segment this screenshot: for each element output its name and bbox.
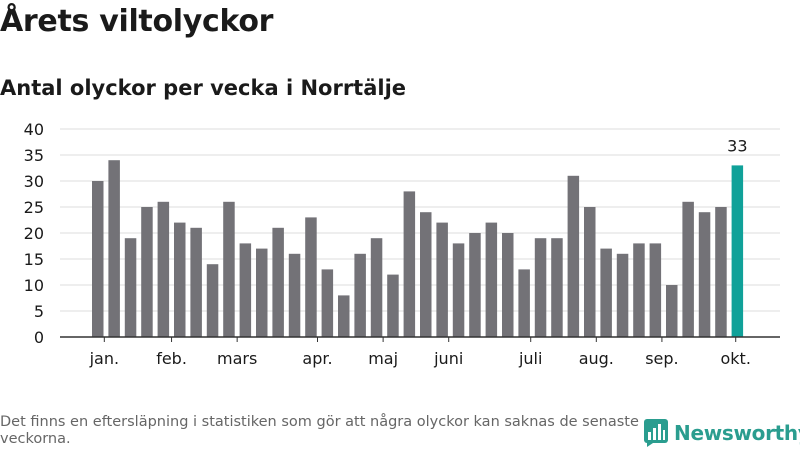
x-tick-label: mars [217,349,257,368]
bar [420,212,432,337]
bar [272,227,284,337]
x-tick-label: sep. [645,349,678,368]
x-tick-label: feb. [156,349,187,368]
bar [485,222,498,337]
bar [108,160,120,337]
newsworthy-logo-text: Newsworthy [674,421,800,445]
bar [502,233,514,337]
y-tick-label: 30 [24,172,44,191]
bar [616,253,629,337]
bar [534,238,547,337]
bar [682,201,694,337]
bar [174,222,186,337]
x-tick-label: okt. [720,349,750,368]
bar [469,233,481,337]
bar [403,191,416,337]
bar [124,238,137,337]
bar [436,222,448,337]
data-label: 33 [727,136,747,155]
x-tick-label: juni [433,349,463,368]
bar [370,238,383,337]
x-tick-label: apr. [302,349,332,368]
bar-highlight [731,165,744,337]
bar [452,243,465,337]
y-tick-label: 20 [24,224,44,243]
bar [649,243,662,337]
bar [518,269,530,337]
bar-chart: 0 5 10 15 20 25 30 35 40 33 jan. feb. mars apr. maj jun… [24,120,780,368]
bar [239,243,252,337]
bar [206,264,219,337]
x-tick-label: jan. [89,349,119,368]
y-tick-label: 5 [34,302,44,321]
bar [321,269,334,337]
bar [354,253,366,337]
chart-title: Årets viltolyckor [0,4,274,39]
x-tick-label: juli [518,349,542,368]
bar [584,207,596,337]
bar [600,248,612,337]
y-tick-label: 15 [24,250,44,269]
x-tick-label: maj [368,349,398,368]
bar [715,207,727,337]
bar [698,212,711,337]
bar [190,227,202,337]
bar [666,285,678,337]
bar [633,243,645,337]
newsworthy-logo: Newsworthy [644,419,800,447]
x-tick-label: aug. [579,349,614,368]
bar [92,181,104,337]
y-tick-label: 40 [24,120,44,139]
footnote: Det finns en eftersläpning i statistiken… [0,414,639,447]
bar [256,248,268,337]
y-tick-label: 35 [24,146,44,165]
bar [157,201,170,337]
bar [141,207,153,337]
y-tick-label: 0 [34,328,44,347]
y-tick-label: 10 [24,276,44,295]
bar [387,274,399,337]
bar [338,295,350,337]
y-tick-label: 25 [24,198,44,217]
bar [288,253,301,337]
bar [567,175,580,337]
newsworthy-logo-icon [644,419,668,447]
bar [305,217,317,337]
bar [223,201,235,337]
bar [551,238,563,337]
chart-subtitle: Antal olyckor per vecka i Norrtälje [0,76,407,100]
